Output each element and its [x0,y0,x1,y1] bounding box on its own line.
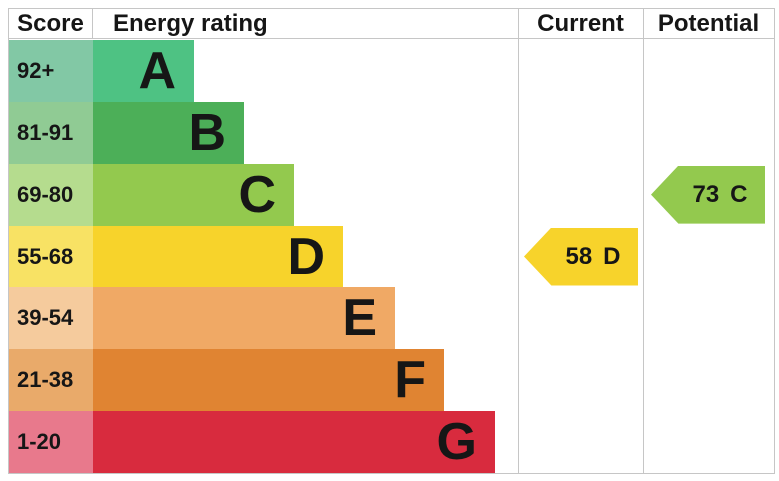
current-rating-band: D [603,242,621,270]
potential-rating-arrow: 73 C [651,165,765,224]
current-column-divider [518,9,519,473]
score-header: Score [9,9,93,38]
band-letter-b: B [188,103,226,162]
current-rating-score: 58 [565,242,593,270]
band-bar-e: E [93,287,395,350]
band-bar-b: B [93,101,244,164]
band-letter-f: F [394,351,426,410]
band-row-b: 81-91 B [9,101,774,164]
band-letter-g: G [436,413,477,472]
band-bar-f: F [93,349,444,412]
band-letter-c: C [238,165,276,224]
band-row-g: 1-20 G [9,411,774,474]
score-range-e: 39-54 [9,287,93,350]
potential-column-divider [643,9,644,473]
band-letter-a: A [138,41,176,100]
current-rating-arrow: 58 D [524,227,638,286]
potential-header: Potential [657,9,760,37]
current-header: Current [537,9,624,37]
band-row-c: 69-80 C [9,163,774,226]
score-range-f: 21-38 [9,349,93,412]
potential-rating-score: 73 [692,180,720,208]
score-range-c: 69-80 [9,163,93,226]
score-range-g: 1-20 [9,411,93,474]
band-row-e: 39-54 E [9,287,774,350]
band-row-d: 55-68 D [9,225,774,288]
score-range-d: 55-68 [9,225,93,288]
band-bar-a: A [93,40,194,102]
score-range-b: 81-91 [9,101,93,164]
band-rows: 92+ A 81-91 B 69-80 C 55-68 D 39-54 E 21-38 F 1-20 G [9,40,774,474]
band-letter-e: E [342,289,377,348]
epc-rating-chart: Score Energy rating Current Potential 92… [8,8,775,474]
score-range-a: 92+ [9,40,93,102]
energy-rating-header: Energy rating [113,9,268,37]
band-bar-g: G [93,411,495,474]
potential-rating-band: C [730,180,748,208]
band-bar-d: D [93,225,343,288]
header-row: Score Energy rating Current Potential [9,9,774,39]
band-bar-c: C [93,163,294,226]
band-letter-d: D [287,227,325,286]
band-row-a: 92+ A [9,40,774,102]
band-row-f: 21-38 F [9,349,774,412]
